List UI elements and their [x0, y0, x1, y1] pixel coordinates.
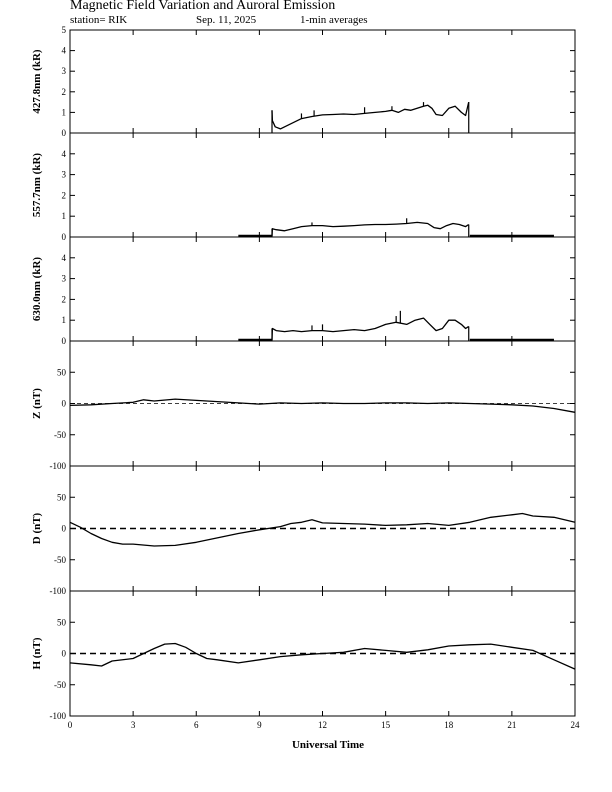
data-series-pZ — [69, 398, 576, 413]
y-tick-label: 0 — [62, 336, 67, 346]
station-label: station= RIK — [70, 14, 127, 26]
y-tick-label: 0 — [62, 399, 67, 409]
y-tick-label: -50 — [54, 555, 66, 565]
y-axis-label: 427.8nm (kR) — [31, 49, 43, 114]
y-tick-label: 1 — [62, 211, 67, 221]
y-tick-label: 2 — [62, 87, 67, 97]
y-tick-label: 0 — [62, 649, 67, 659]
y-tick-label: 4 — [62, 253, 67, 263]
y-tick-label: 5 — [62, 25, 67, 35]
y-tick-label: -100 — [50, 711, 67, 721]
y-axis-label: D (nT) — [31, 512, 43, 544]
y-tick-label: 4 — [62, 149, 67, 159]
panel-p6300: 0 1 2 3 4 630.0nm (kR) — [31, 236, 576, 346]
x-tick-label: 12 — [318, 720, 327, 730]
data-series-p4278 — [271, 101, 470, 130]
y-tick-label: -100 — [50, 586, 67, 596]
data-series-p6300 — [271, 317, 470, 341]
y-tick-label: 1 — [62, 315, 67, 325]
x-tick-label: 21 — [507, 720, 516, 730]
x-tick-label: 6 — [194, 720, 199, 730]
x-axis-label: Universal Time — [292, 739, 364, 751]
y-tick-label: -50 — [54, 680, 66, 690]
y-tick-label: 3 — [62, 170, 67, 180]
panel-p4278: 0 1 2 3 4 5 427.8nm (kR) — [31, 25, 576, 138]
y-tick-label: -100 — [50, 461, 67, 471]
y-axis-label: H (nT) — [31, 637, 43, 669]
y-tick-label: -50 — [54, 430, 66, 440]
y-tick-label: 2 — [62, 190, 67, 200]
y-tick-label: 0 — [62, 128, 67, 138]
x-tick-label: 0 — [68, 720, 73, 730]
y-tick-label: 0 — [62, 232, 67, 242]
x-tick-label: 18 — [444, 720, 454, 730]
y-axis-label: Z (nT) — [31, 388, 43, 419]
y-tick-label: 2 — [62, 294, 67, 304]
date-label: Sep. 11, 2025 — [196, 14, 257, 26]
y-tick-label: 0 — [62, 524, 67, 534]
y-tick-label: 50 — [57, 367, 67, 377]
data-series-pD — [69, 512, 576, 547]
x-axis: 0 3 6 9 12 15 18 21 24 — [68, 720, 580, 730]
panel-pZ: -100 -50 0 50 Z (nT) — [31, 340, 576, 471]
panel-p5577: 0 1 2 3 4 557.7nm (kR) — [31, 132, 576, 242]
x-tick-label: 15 — [381, 720, 391, 730]
y-tick-label: 1 — [62, 107, 67, 117]
averaging-label: 1-min averages — [300, 14, 368, 26]
panel-pH: -100 -50 0 50 H (nT) — [31, 590, 576, 721]
x-tick-label: 24 — [571, 720, 581, 730]
y-axis-label: 557.7nm (kR) — [31, 153, 43, 218]
y-tick-label: 4 — [62, 46, 67, 56]
y-tick-label: 3 — [62, 66, 67, 76]
y-axis-label: 630.0nm (kR) — [31, 257, 43, 322]
x-tick-label: 3 — [131, 720, 136, 730]
y-tick-label: 50 — [57, 492, 67, 502]
panels-group: 0 1 2 3 4 5 427.8nm (kR) 0 1 2 3 4 557.7nm (kR) 0 1 2 3 4… — [31, 25, 576, 721]
y-tick-label: 50 — [57, 617, 67, 627]
x-tick-label: 9 — [257, 720, 262, 730]
chart-title: Magnetic Field Variation and Auroral Emi… — [70, 0, 335, 13]
panel-pD: -100 -50 0 50 D (nT) — [31, 465, 576, 596]
data-series-p5577 — [271, 221, 470, 237]
panel-frame — [69, 132, 576, 238]
panel-frame — [69, 29, 576, 134]
y-tick-label: 3 — [62, 274, 67, 284]
data-series-pH — [69, 642, 576, 670]
